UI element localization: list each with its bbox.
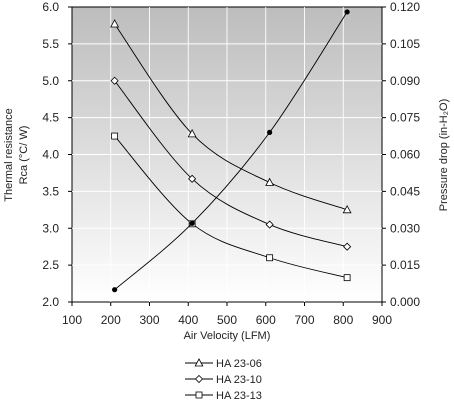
y-left-tick-label: 3.5: [42, 184, 59, 198]
y-left-tick-label: 5.5: [42, 37, 59, 51]
y-right-tick-label: 0.120: [390, 0, 420, 14]
y-right-tick-label: 0.000: [390, 295, 420, 309]
x-axis-label: Air Velocity (LFM): [184, 330, 271, 342]
legend: HA 23-06 HA 23-10 HA 23-13: [185, 358, 262, 402]
y-right-tick-label: 0.090: [390, 74, 420, 88]
legend-label: HA 23-13: [216, 390, 262, 402]
dot-marker: [112, 287, 118, 293]
x-axis-ticks: 100 200 300 400 500 600 700 800 900: [62, 302, 392, 327]
diamond-marker: [188, 174, 197, 183]
series-4: [112, 9, 350, 293]
x-tick-label: 800: [333, 313, 353, 327]
dot-marker: [267, 129, 273, 135]
y-left-tick-label: 4.0: [42, 148, 59, 162]
dot-marker: [344, 9, 350, 15]
series-line: [114, 23, 348, 211]
y-right-tick-label: 0.060: [390, 148, 420, 162]
square-marker: [343, 274, 351, 282]
square-marker: [266, 254, 274, 262]
diamond-marker: [194, 374, 204, 384]
y-axis-left-label-line1: Thermal resistance: [3, 108, 15, 202]
y-right-tick-label: 0.105: [390, 37, 420, 51]
x-tick-label: 100: [62, 313, 82, 327]
y-axis-left-ticks: 2.0 2.5 3.0 3.5 4.0 4.5 5.0 5.5 6.0: [42, 0, 72, 309]
diamond-marker: [110, 76, 119, 85]
y-left-tick-label: 3.0: [42, 221, 59, 235]
y-left-tick-label: 5.0: [42, 74, 59, 88]
series-line: [114, 135, 348, 279]
series-layer: [110, 9, 352, 293]
x-tick-label: 900: [372, 313, 392, 327]
triangle-marker: [342, 204, 352, 214]
y-right-tick-label: 0.075: [390, 111, 420, 125]
triangle-marker: [110, 19, 120, 28]
y-left-tick-label: 2.0: [42, 295, 59, 309]
diamond-marker: [343, 242, 352, 251]
y-axis-right-ticks: 0.000 0.015 0.030 0.045 0.060 0.075 0.090 0.105…: [382, 0, 420, 309]
x-tick-label: 300: [139, 313, 159, 327]
y-left-tick-label: 4.5: [42, 111, 59, 125]
triangle-marker: [187, 129, 197, 138]
triangle-marker: [194, 358, 204, 367]
y-left-tick-label: 2.5: [42, 258, 59, 272]
y-left-tick-label: 6.0: [42, 0, 59, 14]
grid-lines: [72, 7, 382, 302]
y-axis-left-label-line2: Rca (°C/ W): [18, 126, 30, 185]
dot-marker: [189, 220, 195, 226]
series-line: [114, 80, 348, 248]
series-1: [110, 19, 352, 214]
square-marker: [111, 132, 119, 140]
diamond-marker: [265, 220, 274, 229]
square-marker: [195, 391, 203, 399]
x-tick-label: 400: [178, 313, 198, 327]
triangle-marker: [265, 177, 275, 186]
y-right-tick-label: 0.030: [390, 221, 420, 235]
x-tick-label: 200: [101, 313, 121, 327]
y-axis-right-label: Pressure drop (in-H₂O): [438, 99, 450, 211]
x-tick-label: 600: [256, 313, 276, 327]
series-2: [110, 76, 352, 251]
y-right-tick-label: 0.015: [390, 258, 420, 272]
x-tick-label: 500: [217, 313, 237, 327]
y-right-tick-label: 0.045: [390, 184, 420, 198]
x-tick-label: 700: [294, 313, 314, 327]
legend-label: HA 23-10: [216, 374, 262, 386]
series-line: [114, 11, 348, 291]
legend-label: HA 23-06: [216, 358, 262, 370]
